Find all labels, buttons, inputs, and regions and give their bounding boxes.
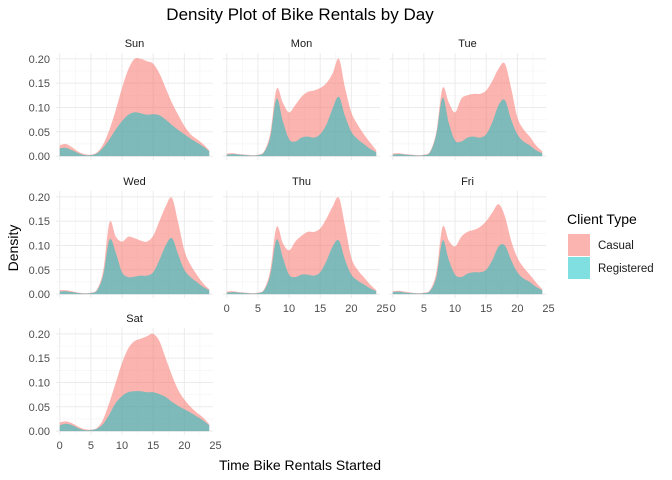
panel-tue: Tue	[389, 38, 546, 160]
x-tick-label: 15	[147, 440, 159, 452]
x-tick-label: 0	[390, 303, 396, 315]
x-tick-label: 5	[421, 303, 427, 315]
y-tick-label: 0.05	[29, 402, 50, 414]
legend-swatch-casual	[568, 234, 590, 256]
strip-label-tue: Tue	[458, 38, 477, 50]
x-axis-title: Time Bike Rentals Started	[219, 457, 381, 473]
x-tick-label: 10	[449, 303, 461, 315]
area-registered-tue	[392, 97, 543, 157]
panel-thu: Thu 0 5 10 15 20 25	[223, 176, 389, 315]
x-tick-label: 20	[345, 303, 357, 315]
x-tick-label: 0	[57, 440, 63, 452]
y-tick-label: 0.15	[29, 216, 50, 228]
area-registered-sat	[59, 391, 210, 432]
x-tick-label: 10	[283, 303, 295, 315]
panel-mon: Mon	[223, 38, 380, 160]
y-tick-label: 0.05	[29, 265, 50, 277]
x-tick-label: 5	[88, 440, 94, 452]
panel-wed: Wed 0.00 0.05 0.10 0.15 0.20	[29, 176, 213, 301]
x-tick-label: 25	[376, 303, 388, 315]
panel-fri: Fri 0 5 10 15 20 25	[389, 176, 555, 315]
x-tick-label: 25	[542, 303, 554, 315]
panel-sun: Sun 0.00 0.05 0.10 0.15 0.20	[29, 38, 213, 163]
strip-label-fri: Fri	[461, 176, 474, 188]
legend-title: Client Type	[567, 211, 637, 227]
area-registered-thu	[226, 239, 377, 295]
x-tick-label: 15	[314, 303, 326, 315]
strip-label-wed: Wed	[123, 176, 145, 188]
strip-label-sat: Sat	[126, 313, 143, 325]
y-tick-label: 0.15	[29, 78, 50, 90]
area-registered-fri	[392, 240, 543, 295]
legend-swatch-registered	[568, 257, 590, 279]
y-tick-label: 0.00	[29, 426, 50, 438]
chart-title: Density Plot of Bike Rentals by Day	[166, 5, 434, 24]
area-registered-wed	[59, 237, 210, 295]
facet-panels: Sun 0.00 0.05 0.10 0.15 0.20 Mon Tue Wed 0.00 0.05…	[29, 38, 555, 452]
y-tick-label: 0.00	[29, 151, 50, 163]
strip-label-thu: Thu	[292, 176, 311, 188]
y-tick-label: 0.20	[29, 192, 50, 204]
legend: Client Type Casual Registered	[567, 211, 654, 279]
legend-label-casual: Casual	[598, 240, 634, 252]
x-tick-label: 25	[209, 440, 221, 452]
y-tick-label: 0.10	[29, 240, 50, 252]
x-tick-label: 5	[255, 303, 261, 315]
y-tick-label: 0.20	[29, 329, 50, 341]
x-tick-label: 20	[178, 440, 190, 452]
y-tick-label: 0.05	[29, 127, 50, 139]
area-registered-sun	[59, 112, 210, 157]
legend-label-registered: Registered	[598, 263, 654, 275]
y-tick-label: 0.10	[29, 102, 50, 114]
x-tick-label: 15	[480, 303, 492, 315]
area-registered-mon	[226, 96, 377, 157]
x-tick-label: 10	[116, 440, 128, 452]
strip-label-sun: Sun	[125, 38, 145, 50]
y-tick-label: 0.10	[29, 377, 50, 389]
x-tick-label: 0	[224, 303, 230, 315]
panel-sat: Sat 0.00 0.05 0.10 0.15 0.20 0 5 10 15 20 25	[29, 313, 222, 452]
y-tick-label: 0.20	[29, 54, 50, 66]
y-tick-label: 0.15	[29, 353, 50, 365]
y-tick-label: 0.00	[29, 289, 50, 301]
strip-label-mon: Mon	[291, 38, 312, 50]
x-tick-label: 20	[511, 303, 523, 315]
y-axis-title: Density	[5, 225, 21, 272]
